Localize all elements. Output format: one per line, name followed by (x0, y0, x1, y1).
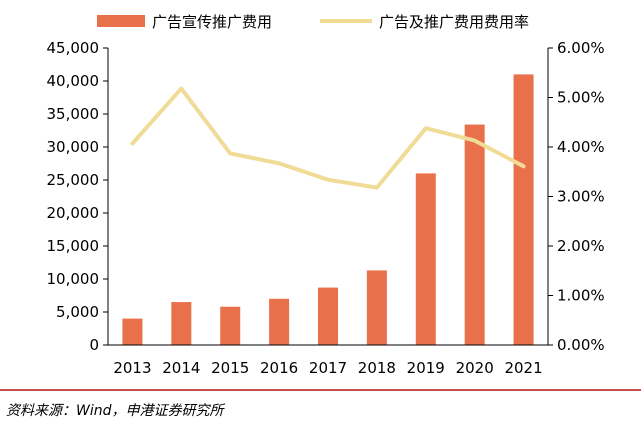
x-tick-label: 2021 (504, 359, 542, 377)
rate-point-2020 (474, 140, 476, 142)
right-tick-label: 3.00% (557, 188, 605, 206)
right-tick-label: 1.00% (557, 287, 605, 305)
bar-series (122, 74, 534, 346)
right-tick-label: 4.00% (557, 138, 605, 156)
left-tick-label: 10,000 (47, 270, 100, 288)
right-tick-label: 5.00% (557, 89, 605, 107)
bar-2013 (122, 318, 143, 345)
legend-bar-label: 广告宣传推广费用 (152, 13, 272, 31)
source-note: 资料来源：Wind，申港证券研究所 (6, 403, 224, 419)
x-tick-label: 2020 (456, 359, 494, 377)
right-tick-label: 6.00% (557, 39, 605, 57)
bar-2021 (513, 74, 534, 346)
source-divider (0, 389, 641, 391)
left-tick-label: 40,000 (47, 72, 100, 90)
bar-2014 (171, 302, 192, 345)
left-tick-label: 5,000 (56, 303, 99, 321)
left-tick-label: 0 (89, 336, 99, 354)
x-tick-label: 2016 (260, 359, 298, 377)
rate-point-2016 (278, 162, 280, 164)
x-tick-label: 2015 (211, 359, 249, 377)
x-tick-label: 2013 (113, 359, 151, 377)
bar-2017 (318, 287, 338, 345)
right-tick-label: 2.00% (557, 237, 605, 255)
bar-2018 (366, 270, 387, 345)
left-axis: 0 5,000 10,000 15,000 20,000 25,000 30,000 35,0… (47, 39, 109, 354)
left-tick-label: 25,000 (47, 171, 100, 189)
right-tick-label: 0.00% (557, 336, 605, 354)
left-tick-label: 20,000 (47, 204, 100, 222)
x-tick-label: 2017 (309, 359, 347, 377)
x-axis: 2013 2014 2015 2016 2017 2018 2019 2020 2021 (108, 344, 548, 377)
legend: 广告宣传推广费用 广告及推广费用费用率 (97, 13, 529, 31)
rate-point-2021 (523, 165, 525, 167)
x-tick-label: 2018 (358, 359, 396, 377)
line-series (130, 86, 526, 190)
x-tick-label: 2014 (162, 359, 200, 377)
bar-2020 (464, 124, 485, 345)
rate-point-2018 (376, 187, 378, 189)
chart: 广告宣传推广费用 广告及推广费用费用率 0 5,000 10,000 15,000 20… (47, 13, 605, 377)
bar-2019 (415, 173, 436, 345)
right-axis: 0.00% 1.00% 2.00% 3.00% 4.00% 5.00% 6.00% (547, 39, 605, 354)
rate-point-2015 (229, 152, 231, 154)
rate-point-2013 (131, 143, 133, 145)
left-tick-label: 45,000 (47, 39, 100, 57)
legend-line-label: 广告及推广费用费用率 (379, 13, 529, 31)
left-tick-label: 15,000 (47, 237, 100, 255)
rate-point-2014 (180, 88, 182, 90)
bar-2016 (269, 298, 290, 345)
rate-point-2019 (425, 127, 427, 129)
left-tick-label: 30,000 (47, 138, 100, 156)
legend-bar-swatch (97, 15, 145, 27)
left-tick-label: 35,000 (47, 105, 100, 123)
rate-point-2017 (327, 179, 329, 181)
x-tick-label: 2019 (407, 359, 445, 377)
bar-2015 (220, 306, 241, 345)
